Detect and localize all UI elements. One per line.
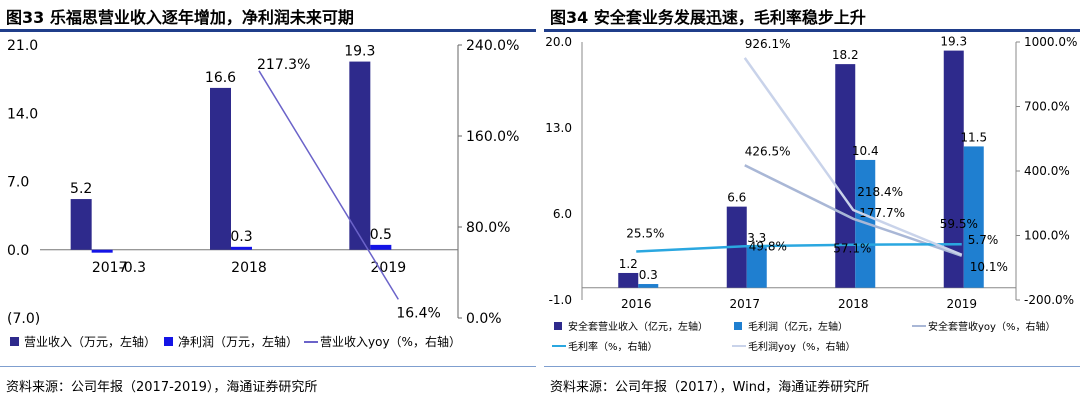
line-data-label: 426.5% xyxy=(745,144,791,158)
y-left-tick-label: 14.0 xyxy=(7,106,38,122)
line-series-2 xyxy=(743,57,963,256)
data-label: -0.3 xyxy=(119,260,146,276)
data-label: 18.2 xyxy=(832,48,859,62)
chart-33: 21.0 14.0 7.0 0.0 (7.0) 240.0% 160.0% 80.0% 0.0%… xyxy=(7,38,519,349)
y-right-tick-label: 700.0% xyxy=(1024,100,1070,114)
bar-1 xyxy=(746,247,767,288)
bottom-rule xyxy=(0,366,536,367)
line-data-label: 10.1% xyxy=(970,260,1008,274)
bar-0 xyxy=(210,87,231,250)
bar-0 xyxy=(618,272,639,288)
legend-label: 营业收入yoy（%，右轴） xyxy=(320,334,461,349)
yoy-data-label: 217.3% xyxy=(257,57,310,73)
data-label: 19.3 xyxy=(940,35,967,49)
legend-label: 营业收入（万元，左轴） xyxy=(24,334,156,349)
y-left-tick-label: 21.0 xyxy=(7,38,38,54)
data-label: 1.2 xyxy=(619,257,638,271)
x-tick-label: 2018 xyxy=(231,260,267,276)
bar-0 xyxy=(835,64,856,288)
data-label: 10.4 xyxy=(852,144,879,158)
bar-1 xyxy=(638,284,659,288)
legend-label: 毛利率（%，右轴） xyxy=(568,340,658,353)
legend-label: 毛利润yoy（%，右轴） xyxy=(748,340,855,353)
legend-label: 安全套营收yoy（%，右轴） xyxy=(928,320,1055,333)
line-data-label: 5.7% xyxy=(968,233,999,247)
x-tick-label: 2017 xyxy=(92,260,128,276)
x-tick-label: 2016 xyxy=(621,297,652,311)
y-left-tick-label: 7.0 xyxy=(7,175,29,191)
line-data-label: 177.7% xyxy=(859,206,905,220)
y-left-tick-label: 6.0 xyxy=(553,207,572,221)
y-left-tick-label: 0.0 xyxy=(7,243,29,259)
data-label: 5.2 xyxy=(70,181,92,197)
data-label: 19.3 xyxy=(344,44,375,60)
line-data-label: 59.5% xyxy=(940,217,978,231)
data-label: 0.5 xyxy=(370,227,392,243)
bar-0 xyxy=(943,50,964,288)
y-right-tick-label: 0.0% xyxy=(466,311,502,327)
bar-1 xyxy=(963,146,984,288)
line-series-1 xyxy=(636,242,962,253)
bar-1 xyxy=(231,246,252,250)
yoy-line xyxy=(258,70,399,300)
y-left-tick-label: (7.0) xyxy=(7,311,40,327)
legend-label: 安全套营业收入（亿元，左轴） xyxy=(568,320,708,333)
y-right-tick-label: 100.0% xyxy=(1024,229,1070,243)
line-data-label: 49.8% xyxy=(749,239,787,253)
source-note: 资料来源：公司年报（2017），Wind，海通证券研究所 xyxy=(550,380,870,395)
y-right-tick-label: 1000.0% xyxy=(1024,35,1077,49)
data-label: 0.3 xyxy=(230,229,252,245)
legend-label: 毛利润（亿元，左轴） xyxy=(748,320,848,333)
y-right-tick-label: 400.0% xyxy=(1024,164,1070,178)
figure-33: 图33 乐福思营业收入逐年增加，净利润未来可期 21.0 14.0 7.0 0.0 (7… xyxy=(0,0,536,401)
legend-swatch xyxy=(554,322,562,330)
x-tick-label: 2018 xyxy=(838,297,869,311)
legend-swatch xyxy=(10,337,19,346)
x-tick-label: 2019 xyxy=(371,260,407,276)
data-label: 16.6 xyxy=(205,70,236,86)
y-right-tick-label: 160.0% xyxy=(466,129,519,145)
figure-title: 图34 安全套业务发展迅速，毛利率稳步上升 xyxy=(550,8,866,27)
legend-swatch xyxy=(734,322,742,330)
legend-swatch xyxy=(164,337,173,346)
line-data-label: 926.1% xyxy=(745,37,791,51)
y-right-tick-label: 80.0% xyxy=(466,220,510,236)
line-data-label: 57.1% xyxy=(833,242,871,256)
chart-34: 20.0 13.0 6.0 -1.0 1000.0% 700.0% 400.0% 100.0%… xyxy=(545,35,1077,353)
bar-1 xyxy=(91,249,113,253)
yoy-data-label: 16.4% xyxy=(396,305,440,321)
data-label: 6.6 xyxy=(727,191,746,205)
data-label: 0.3 xyxy=(639,268,658,282)
source-note: 资料来源：公司年报（2017-2019），海通证券研究所 xyxy=(6,380,318,395)
title-rule xyxy=(0,29,536,32)
y-left-tick-label: -1.0 xyxy=(549,293,572,307)
line-data-label: 25.5% xyxy=(626,227,664,241)
bar-1 xyxy=(370,244,392,250)
figure-34: 图34 安全套业务发展迅速，毛利率稳步上升 20.0 13.0 6.0 -1.0 100… xyxy=(544,0,1080,401)
y-left-tick-label: 20.0 xyxy=(545,35,572,49)
data-label: 11.5 xyxy=(960,130,987,144)
bottom-rule xyxy=(544,366,1080,367)
y-right-tick-label: 240.0% xyxy=(466,38,519,54)
data-label: 3.3 xyxy=(747,231,766,245)
x-tick-label: 2019 xyxy=(946,297,977,311)
line-data-label: 218.4% xyxy=(857,185,903,199)
x-tick-label: 2017 xyxy=(729,297,760,311)
title-rule xyxy=(544,29,1080,32)
y-left-tick-label: 13.0 xyxy=(545,121,572,135)
bar-0 xyxy=(70,199,92,250)
bar-0 xyxy=(349,61,371,250)
legend-label: 净利润（万元，左轴） xyxy=(178,334,298,349)
y-right-tick-label: -200.0% xyxy=(1024,293,1074,307)
figure-title: 图33 乐福思营业收入逐年增加，净利润未来可期 xyxy=(6,8,354,27)
